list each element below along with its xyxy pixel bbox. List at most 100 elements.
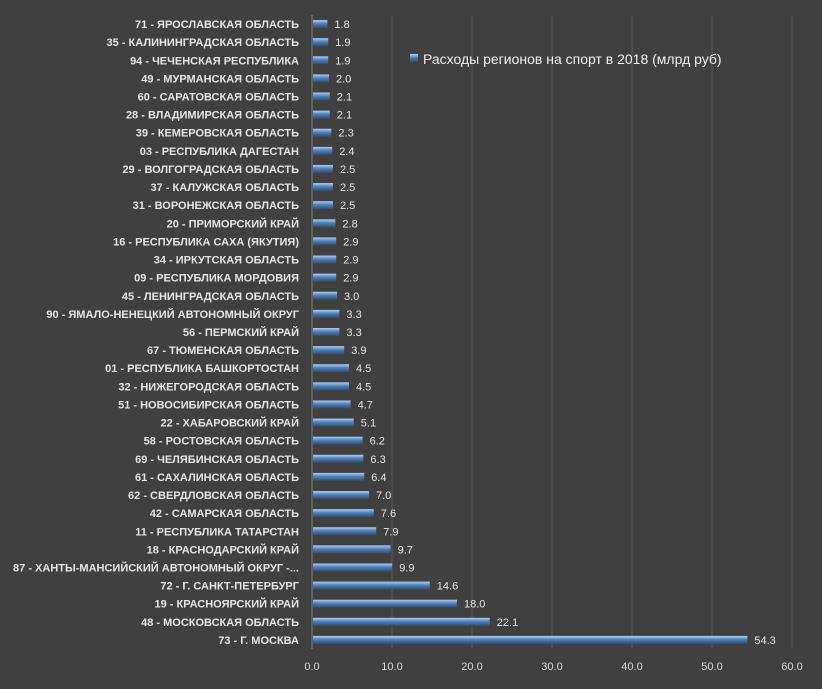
category-label: 19 - КРАСНОЯРСКИЙ КРАЙ	[155, 598, 300, 611]
x-tick-label: 10.0	[381, 661, 402, 673]
value-label: 4.5	[356, 381, 371, 393]
bar	[313, 56, 329, 65]
bar	[313, 164, 333, 173]
category-label: 29 - ВОЛГОГРАДСКАЯ ОБЛАСТЬ	[122, 164, 299, 176]
bar	[313, 491, 369, 500]
bar	[313, 545, 391, 554]
value-label: 9.9	[399, 562, 414, 574]
bar	[313, 527, 377, 536]
category-label: 69 - ЧЕЛЯБИНСКАЯ ОБЛАСТЬ	[135, 454, 299, 466]
bar	[313, 219, 336, 228]
bar	[313, 110, 330, 119]
bar	[313, 146, 333, 155]
value-label: 7.9	[383, 526, 398, 538]
category-label: 31 - ВОРОНЕЖСКАЯ ОБЛАСТЬ	[133, 200, 299, 212]
legend-swatch	[410, 54, 418, 62]
bar	[313, 183, 333, 192]
bar	[313, 273, 337, 282]
category-label: 73 - Г. МОСКВА	[218, 635, 299, 647]
value-label: 2.4	[339, 146, 354, 158]
value-label: 9.7	[398, 544, 413, 556]
category-label: 67 - ТЮМЕНСКАЯ ОБЛАСТЬ	[147, 345, 299, 357]
category-label: 34 - ИРКУТСКАЯ ОБЛАСТЬ	[154, 255, 299, 267]
x-axis-ticks: 0.0 10.0 20.0 30.0 40.0 50.0 60.0	[304, 661, 802, 673]
value-label: 4.5	[356, 363, 371, 375]
x-tick-label: 40.0	[621, 661, 642, 673]
grid-lines	[311, 15, 793, 649]
legend: Расходы регионов на спорт в 2018 (млрд р…	[410, 51, 722, 67]
bar	[313, 74, 329, 83]
bar	[313, 599, 457, 608]
bar	[313, 237, 337, 246]
category-label: 56 - ПЕРМСКИЙ КРАЙ	[183, 326, 299, 339]
value-label: 2.3	[338, 128, 353, 140]
category-label: 42 - САМАРСКАЯ ОБЛАСТЬ	[150, 508, 299, 520]
value-label: 18.0	[464, 599, 485, 611]
value-label: 3.3	[346, 309, 361, 321]
value-label: 54.3	[754, 635, 775, 647]
bar	[313, 400, 351, 409]
category-label: 11 - РЕСПУБЛИКА ТАТАРСТАН	[135, 526, 299, 538]
bar	[313, 20, 328, 29]
bar	[313, 38, 329, 47]
category-label: 90 - ЯМАЛО-НЕНЕЦКИЙ АВТОНОМНЫЙ ОКРУГ	[46, 308, 299, 321]
value-label: 2.5	[340, 182, 355, 194]
value-label: 2.9	[343, 273, 358, 285]
category-label: 61 - САХАЛИНСКАЯ ОБЛАСТЬ	[135, 472, 299, 484]
x-tick-label: 20.0	[461, 661, 482, 673]
value-label: 2.1	[337, 92, 352, 104]
category-label: 71 - ЯРОСЛАВСКАЯ ОБЛАСТЬ	[135, 19, 299, 31]
category-label: 58 - РОСТОВСКАЯ ОБЛАСТЬ	[144, 436, 299, 448]
bar	[313, 382, 349, 391]
value-label: 6.3	[370, 454, 385, 466]
value-label: 7.6	[381, 508, 396, 520]
bar	[313, 563, 393, 572]
value-label: 2.5	[340, 200, 355, 212]
bar	[313, 328, 340, 336]
bar	[313, 509, 374, 518]
value-label: 3.3	[346, 327, 361, 339]
bar	[313, 364, 349, 373]
category-label: 62 - СВЕРДЛОВСКАЯ ОБЛАСТЬ	[128, 490, 299, 502]
category-label: 48 - МОСКОВСКАЯ ОБЛАСТЬ	[141, 617, 299, 629]
bar	[313, 635, 748, 644]
value-label: 4.7	[358, 399, 373, 411]
category-label: 22 - ХАБАРОВСКИЙ КРАЙ	[161, 417, 300, 430]
bars	[313, 20, 748, 644]
bar	[313, 201, 333, 210]
value-label: 1.9	[335, 55, 350, 67]
value-label: 2.9	[343, 255, 358, 267]
value-label: 5.1	[361, 418, 376, 430]
value-label: 2.9	[343, 236, 358, 248]
value-label: 6.4	[371, 472, 386, 484]
bar	[313, 436, 363, 445]
x-tick-label: 30.0	[541, 661, 562, 673]
value-label: 2.5	[340, 164, 355, 176]
value-label: 1.9	[335, 37, 350, 49]
bar	[313, 128, 332, 137]
category-label: 72 - Г. САНКТ-ПЕТЕРБУРГ	[160, 581, 299, 593]
bar	[313, 255, 337, 264]
value-label: 22.1	[497, 617, 518, 629]
category-label: 28 - ВЛАДИМИРСКАЯ ОБЛАСТЬ	[126, 110, 299, 122]
value-label: 7.0	[376, 490, 391, 502]
category-label: 51 - НОВОСИБИРСКАЯ ОБЛАСТЬ	[118, 399, 299, 411]
x-tick-label: 50.0	[701, 661, 722, 673]
category-label: 60 - САРАТОВСКАЯ ОБЛАСТЬ	[138, 92, 299, 104]
category-label: 35 - КАЛИНИНГРАДСКАЯ ОБЛАСТЬ	[107, 37, 300, 49]
bar	[313, 309, 340, 318]
bar	[313, 472, 365, 481]
bar	[313, 454, 364, 463]
category-labels: 71 - ЯРОСЛАВСКАЯ ОБЛАСТЬ 35 - КАЛИНИНГРАД…	[13, 19, 300, 647]
category-label: 87 - ХАНТЫ-МАНСИЙСКИЙ АВТОНОМНЫЙ ОКРУГ -…	[13, 561, 299, 574]
legend-label: Расходы регионов на спорт в 2018 (млрд р…	[423, 51, 722, 67]
category-label: 16 - РЕСПУБЛИКА САХА (ЯКУТИЯ)	[113, 236, 299, 248]
category-label: 20 - ПРИМОРСКИЙ КРАЙ	[167, 217, 299, 230]
value-label: 2.1	[337, 110, 352, 122]
x-tick-label: 60.0	[781, 661, 802, 673]
value-label: 1.8	[334, 19, 349, 31]
x-tick-label: 0.0	[304, 661, 319, 673]
value-label: 14.6	[437, 581, 458, 593]
